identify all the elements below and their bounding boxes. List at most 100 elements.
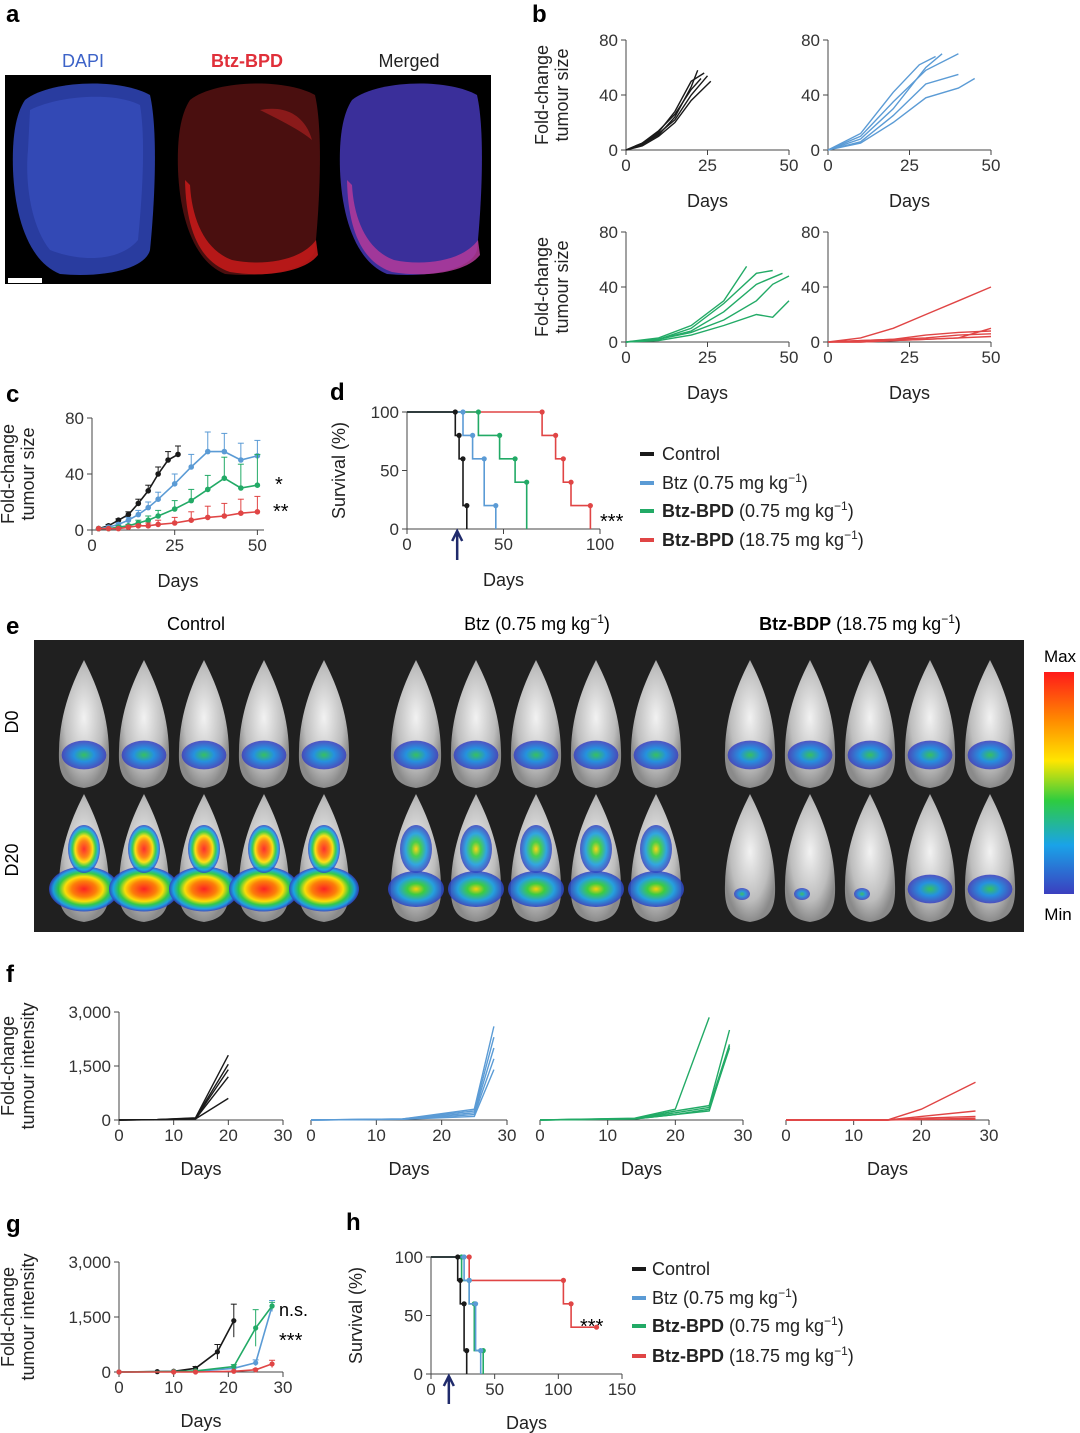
luminescence-signal [121,740,167,770]
mouse [784,794,836,922]
line-bpd [828,327,992,343]
group-label-btz: Btz (0.75 mg kg−1) [464,612,610,634]
sig-g-2: *** [279,1330,303,1352]
x-tick-label: 30 [274,1378,293,1397]
survival-line [407,411,468,529]
data-point [171,520,178,526]
luminescence-signal [229,866,299,912]
survival-line [431,1256,597,1328]
data-point [171,506,178,512]
data-point [95,525,102,532]
data-point [175,451,181,458]
data-point [155,496,161,503]
panel-c-chart: 0 25 50 0 40 80 Days Fold-change tumour size [0,409,267,591]
data-point [253,1367,259,1373]
line-mean [98,477,258,530]
data-point [253,1360,259,1366]
censor-point [481,456,487,462]
legend-h: Control Btz (0.75 mg kg−1) Btz-BPD (0.75… [632,1259,854,1366]
data-point [238,485,244,491]
data-point [155,513,161,519]
x-tick-label: 30 [498,1126,517,1145]
luminescence-signal [568,871,624,907]
y-axis-label: Fold-change [0,424,18,524]
x-tick-label: 50 [248,536,267,555]
mouse [390,660,442,788]
y-tick-label: 0 [811,141,820,160]
panel-h-chart: 0 50 100 150 0 50 100 Days Survival (%) [346,1248,636,1433]
legend-h-swatch-bpd-low [632,1324,646,1328]
data-point [125,524,132,530]
panel-letter-c: c [6,381,19,408]
censor-point [455,1254,461,1260]
legend-d: Control Btz (0.75 mg kg−1) Btz-BPD (0.75… [640,444,864,550]
line-intensity [118,1063,229,1121]
btz-bpd-tissue-image [177,83,320,275]
data-point [254,482,261,489]
x-tick-label: 50 [494,535,513,554]
y-tick-label: 40 [599,278,618,297]
data-point [231,1363,237,1370]
luminescence-signal [393,740,439,770]
line-intensity [310,1026,495,1121]
censor-point [452,409,458,415]
panel-f-subplot-4: 0 10 20 30 Days [781,1081,998,1179]
y-tick-label: 0 [102,1111,111,1130]
legend-h-bpd-high: Btz-BPD (18.75 mg kg−1) [652,1344,854,1366]
legend-h-control: Control [652,1259,710,1279]
censor-point [593,1324,600,1330]
legend-d-swatch-bpd-low [640,509,654,513]
y-tick-label: 100 [395,1248,423,1267]
luminescence-signal [633,740,679,770]
x-tick-label: 0 [114,1126,123,1145]
x-tick-label: 20 [432,1126,451,1145]
treatment-arrow [442,1373,455,1404]
legend-h-bpd-low: Btz-BPD (0.75 mg kg−1) [652,1314,844,1336]
x-tick-label: 50 [982,348,1001,367]
x-axis-label: Days [687,383,728,403]
x-tick-label: 0 [306,1126,315,1145]
censor-point [461,1254,467,1260]
line-mean [118,1320,235,1373]
data-point [221,513,228,519]
censor-point [568,479,574,485]
line-btz [827,55,936,151]
panel-g-chart: 0 10 20 30 0 1,500 3,000 Days Fold-change tumour … [0,1253,292,1431]
censor-point [456,432,462,438]
survival-line [407,411,528,529]
y-tick-label: 0 [102,1363,111,1382]
y-tick-label: 80 [599,223,618,242]
censor-point [493,503,499,509]
luminescence-signal [508,871,564,907]
line-intensity [310,1047,495,1121]
x-tick-label: 25 [900,156,919,175]
x-tick-label: 0 [781,1126,790,1145]
panel-letter-e: e [6,613,19,640]
data-point [214,1349,220,1355]
data-point [115,517,122,523]
y-axis-label: tumour intensity [18,1253,38,1380]
x-tick-label: 30 [274,1126,293,1145]
y-tick-label: 0 [609,141,618,160]
luminescence-signal [907,740,953,770]
line-intensity [118,1054,229,1121]
mouse [844,794,896,922]
panel-letter-g: g [6,1211,21,1238]
y-tick-label: 80 [801,31,820,50]
censor-point [466,1277,472,1283]
line-control [625,80,712,151]
x-axis-label: Days [889,191,930,211]
x-tick-label: 25 [698,156,717,175]
data-point [116,1369,122,1375]
data-point [155,521,161,528]
panel-f-subplot-1: 0 10 20 30 0 1,500 3,000 Days Fold-change tumour … [0,1002,292,1179]
x-tick-label: 0 [823,348,832,367]
dapi-label: DAPI [62,51,104,71]
luminescence-signal [520,825,552,873]
x-tick-label: 50 [982,156,1001,175]
censor-point [461,1301,467,1307]
line-btz [827,77,976,151]
line-btz [827,53,943,151]
luminescence-signal [68,825,100,873]
